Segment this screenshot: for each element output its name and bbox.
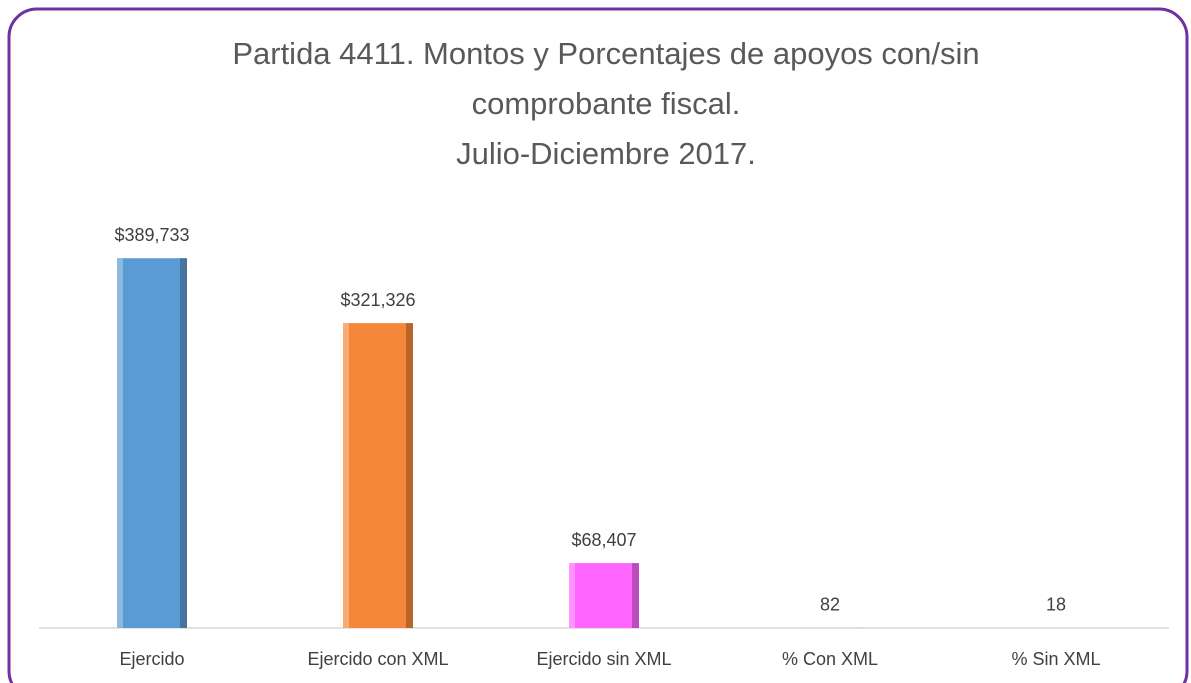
bar — [117, 258, 187, 628]
bar-highlight — [117, 258, 123, 628]
chart-title: Partida 4411. Montos y Porcentajes de ap… — [232, 36, 979, 71]
bar-highlight — [569, 563, 575, 628]
data-label: $321,326 — [340, 290, 415, 310]
bar-shade — [180, 258, 187, 628]
chart-title: Julio-Diciembre 2017. — [456, 136, 756, 171]
bar-shade — [632, 563, 639, 628]
x-tick-label: Ejercido — [119, 649, 184, 669]
data-label: 18 — [1046, 595, 1066, 615]
data-label: 82 — [820, 595, 840, 615]
chart-title: comprobante fiscal. — [472, 86, 741, 121]
x-tick-label: Ejercido con XML — [307, 649, 448, 669]
x-tick-label: Ejercido sin XML — [536, 649, 671, 669]
chart-border — [7, 7, 1189, 683]
data-label: $68,407 — [571, 530, 636, 550]
x-tick-label: % Con XML — [782, 649, 878, 669]
bar — [343, 323, 413, 628]
bar — [569, 563, 639, 628]
x-tick-label: % Sin XML — [1011, 649, 1100, 669]
data-label: $389,733 — [114, 225, 189, 245]
bar-highlight — [343, 323, 349, 628]
bar-shade — [406, 323, 413, 628]
